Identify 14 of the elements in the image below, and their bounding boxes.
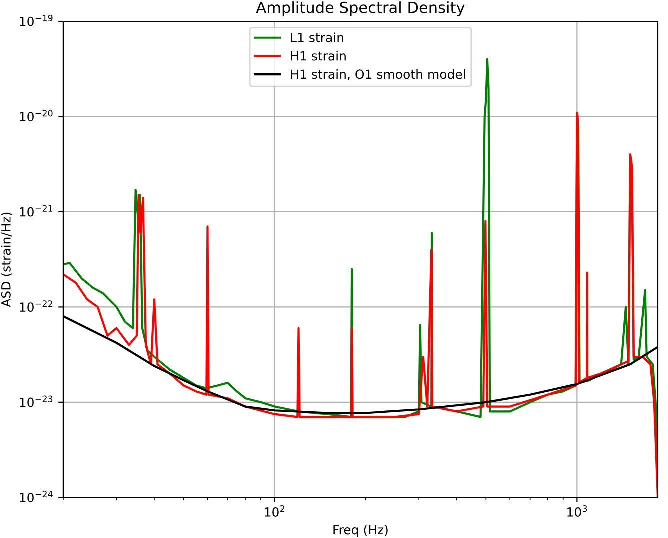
y-axis-title: ASD (strain/Hz) — [1, 212, 12, 308]
y-tick-label: 10$^{−21}$ — [20, 205, 53, 217]
y-tick-label: 10$^{−20}$ — [20, 110, 53, 122]
x-tick-label: 10$^{2}$ — [265, 505, 285, 517]
legend-label: H1 strain, O1 smooth model — [291, 69, 466, 80]
y-tick-label: 10$^{−22}$ — [20, 300, 52, 312]
x-axis-title: Freq (Hz) — [334, 525, 388, 538]
y-tick-label: 10$^{−23}$ — [20, 396, 53, 408]
chart-title: Amplitude Spectral Density — [256, 2, 465, 16]
legend-label: L1 strain — [291, 32, 344, 42]
y-tick-label: 10$^{−19}$ — [20, 14, 53, 26]
x-tick-label: 10$^{3}$ — [568, 505, 588, 517]
y-tick-label: 10$^{−24}$ — [20, 491, 53, 502]
legend-label: H1 strain — [291, 51, 346, 61]
